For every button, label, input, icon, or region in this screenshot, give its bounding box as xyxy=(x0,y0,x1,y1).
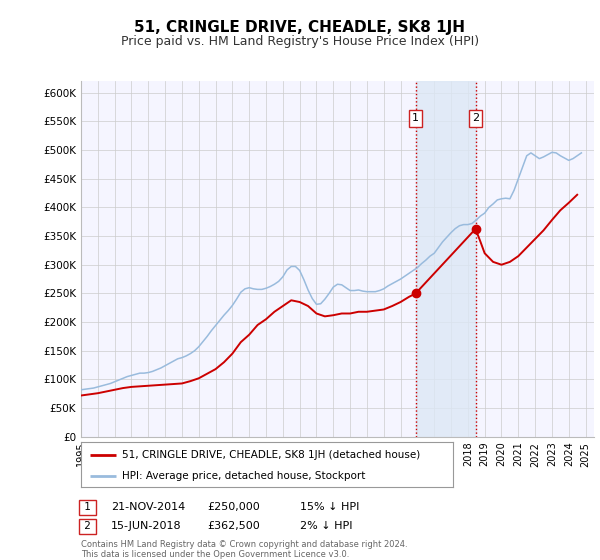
Text: 2% ↓ HPI: 2% ↓ HPI xyxy=(300,521,353,531)
Text: Contains HM Land Registry data © Crown copyright and database right 2024.: Contains HM Land Registry data © Crown c… xyxy=(81,540,407,549)
Text: 15% ↓ HPI: 15% ↓ HPI xyxy=(300,502,359,512)
Text: 51, CRINGLE DRIVE, CHEADLE, SK8 1JH (detached house): 51, CRINGLE DRIVE, CHEADLE, SK8 1JH (det… xyxy=(122,450,420,460)
Text: 15-JUN-2018: 15-JUN-2018 xyxy=(111,521,182,531)
Bar xyxy=(416,81,476,437)
Text: This data is licensed under the Open Government Licence v3.0.: This data is licensed under the Open Gov… xyxy=(81,550,349,559)
Text: £362,500: £362,500 xyxy=(207,521,260,531)
Text: 1: 1 xyxy=(412,114,419,124)
Text: 51, CRINGLE DRIVE, CHEADLE, SK8 1JH: 51, CRINGLE DRIVE, CHEADLE, SK8 1JH xyxy=(134,20,466,35)
Text: 21-NOV-2014: 21-NOV-2014 xyxy=(111,502,185,512)
Text: 2: 2 xyxy=(472,114,479,124)
Text: £250,000: £250,000 xyxy=(207,502,260,512)
Text: Price paid vs. HM Land Registry's House Price Index (HPI): Price paid vs. HM Land Registry's House … xyxy=(121,35,479,48)
Text: 1: 1 xyxy=(81,502,94,512)
Text: 2: 2 xyxy=(81,521,94,531)
Text: HPI: Average price, detached house, Stockport: HPI: Average price, detached house, Stoc… xyxy=(122,472,365,482)
